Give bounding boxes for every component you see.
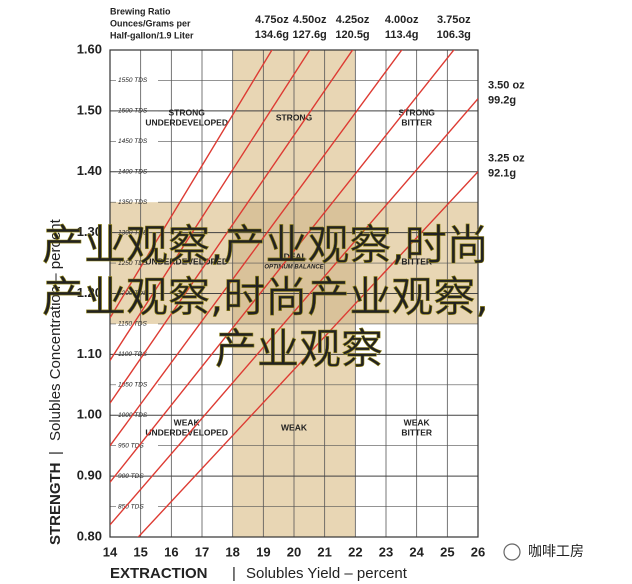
lines-layer bbox=[110, 50, 478, 537]
ratio-grams: 106.3g bbox=[437, 29, 471, 41]
ratio-oz: 4.50oz bbox=[293, 14, 327, 26]
ratio-oz: 4.75oz bbox=[255, 14, 289, 26]
y-tick-label: 1.50 bbox=[77, 102, 102, 117]
ratio-line bbox=[110, 50, 273, 319]
x-axis-divider: | bbox=[232, 565, 236, 582]
tds-label: 1450 TDS bbox=[118, 138, 148, 145]
region-label: STRONG bbox=[276, 112, 313, 122]
ratio-oz: 4.25oz bbox=[336, 14, 370, 26]
ratio-grams: 99.2g bbox=[488, 95, 516, 107]
region-label: UNDERDEVELOPED bbox=[145, 427, 228, 437]
x-tick-label: 26 bbox=[471, 544, 485, 559]
region-label: STRONG bbox=[398, 107, 435, 117]
x-tick-label: 21 bbox=[317, 544, 331, 559]
logo-text: 咖啡工房 bbox=[528, 544, 584, 560]
watermark-text: 产业观察 bbox=[215, 325, 383, 374]
x-tick-label: 14 bbox=[103, 544, 118, 559]
ratio-grams: 127.6g bbox=[293, 29, 327, 41]
region-label: UNDERDEVELOPED bbox=[145, 256, 228, 266]
ratio-line bbox=[110, 50, 403, 447]
y-tick-label: 1.60 bbox=[77, 41, 102, 56]
ratio-oz: 4.00oz bbox=[385, 14, 419, 26]
region-label: BITTER bbox=[401, 256, 432, 266]
x-tick-label: 22 bbox=[348, 544, 362, 559]
header-line: Ounces/Grams per bbox=[110, 18, 191, 28]
ratio-grams: 92.1g bbox=[488, 168, 516, 180]
header-line: Brewing Ratio bbox=[110, 6, 171, 16]
y-tick-label: 1.00 bbox=[77, 407, 102, 422]
x-tick-label: 23 bbox=[379, 544, 393, 559]
region-label: WEAK bbox=[174, 417, 201, 427]
x-tick-label: 17 bbox=[195, 544, 209, 559]
y-tick-label: 1.20 bbox=[77, 285, 102, 300]
ratio-line bbox=[137, 171, 478, 537]
region-label: WEAK bbox=[281, 422, 308, 432]
y-tick-label: 0.80 bbox=[77, 528, 102, 543]
x-axis-label-bold: EXTRACTION bbox=[110, 565, 208, 582]
ratio-line bbox=[110, 50, 455, 483]
region-label: OPTIMUM BALANCE bbox=[264, 265, 324, 271]
y-axis-divider: | bbox=[47, 451, 64, 455]
region-label: UNDERDEVELOPED bbox=[145, 117, 228, 127]
logo-icon bbox=[503, 543, 521, 561]
tds-label: 850 TDS bbox=[118, 503, 144, 510]
y-axis-title: STRENGTH | Solubles Concentration – perc… bbox=[47, 218, 64, 545]
tds-label: 950 TDS bbox=[118, 442, 144, 449]
y-tick-label: 1.10 bbox=[77, 346, 102, 361]
tds-label: 1350 TDS bbox=[118, 199, 148, 206]
x-tick-label: 15 bbox=[133, 544, 147, 559]
x-tick-label: 20 bbox=[287, 544, 301, 559]
watermark-text: 产业观察,时尚产业观察, bbox=[42, 273, 489, 322]
tds-label: 1050 TDS bbox=[118, 382, 148, 389]
x-axis-label: Solubles Yield – percent bbox=[246, 565, 408, 582]
region-label: BITTER bbox=[401, 117, 432, 127]
ratio-grams: 134.6g bbox=[255, 29, 289, 41]
ratio-oz: 3.75oz bbox=[437, 14, 471, 26]
ratio-line bbox=[110, 50, 311, 361]
x-tick-label: 16 bbox=[164, 544, 178, 559]
ratio-oz: 3.25 oz bbox=[488, 153, 525, 165]
region-label: STRONG bbox=[168, 107, 205, 117]
plot-frame bbox=[109, 49, 479, 538]
tds-label: 1550 TDS bbox=[118, 77, 148, 84]
y-axis-label: Solubles Concentration – percent bbox=[47, 218, 64, 441]
tds-label: 1250 TDS bbox=[118, 260, 148, 267]
y-tick-label: 1.40 bbox=[77, 163, 102, 178]
region-label: BITTER bbox=[401, 427, 432, 437]
region-label: IDEAL bbox=[281, 251, 307, 261]
x-tick-label: 24 bbox=[409, 544, 424, 559]
y-tick-label: 1.30 bbox=[77, 224, 102, 239]
header-line: Half-gallon/1.9 Liter bbox=[110, 30, 194, 40]
region-label: WEAK bbox=[404, 417, 431, 427]
ratio-line bbox=[110, 50, 354, 404]
x-tick-label: 25 bbox=[440, 544, 454, 559]
ratio-line bbox=[110, 98, 478, 526]
watermark-text: 产业观察,产业观察,时尚 bbox=[42, 221, 489, 270]
ratio-grams: 113.4g bbox=[385, 29, 419, 41]
ratio-oz: 3.50 oz bbox=[488, 80, 525, 92]
y-axis-label-bold: STRENGTH bbox=[47, 463, 64, 546]
y-tick-label: 0.90 bbox=[77, 468, 102, 483]
ratio-grams: 120.5g bbox=[335, 29, 369, 41]
x-tick-label: 18 bbox=[225, 544, 239, 559]
x-tick-label: 19 bbox=[256, 544, 270, 559]
